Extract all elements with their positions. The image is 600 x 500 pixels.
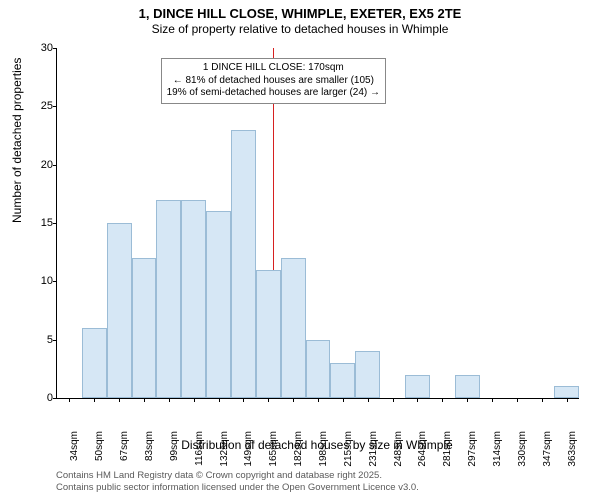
x-tick-mark — [393, 398, 394, 402]
x-tick-mark — [194, 398, 195, 402]
annotation-line: 19% of semi-detached houses are larger (… — [167, 87, 380, 100]
y-axis-label: Number of detached properties — [10, 58, 24, 223]
x-tick-mark — [243, 398, 244, 402]
x-tick-mark — [442, 398, 443, 402]
y-tick-label: 20 — [27, 159, 53, 171]
x-tick-mark — [318, 398, 319, 402]
histogram-bar — [281, 258, 306, 398]
x-tick-mark — [169, 398, 170, 402]
y-tick-label: 10 — [27, 275, 53, 287]
histogram-bar — [206, 211, 231, 398]
y-tick-mark — [53, 48, 57, 49]
chart-title-block: 1, DINCE HILL CLOSE, WHIMPLE, EXETER, EX… — [0, 0, 600, 37]
x-tick-mark — [94, 398, 95, 402]
histogram-bar — [82, 328, 107, 398]
histogram-bar — [181, 200, 206, 398]
y-tick-label: 25 — [27, 100, 53, 112]
histogram-bar — [256, 270, 281, 398]
y-tick-mark — [53, 398, 57, 399]
x-tick-mark — [467, 398, 468, 402]
x-tick-mark — [144, 398, 145, 402]
annotation-box: 1 DINCE HILL CLOSE: 170sqm ← 81% of deta… — [161, 58, 386, 104]
footer-line: Contains HM Land Registry data © Crown c… — [56, 470, 419, 482]
y-tick-mark — [53, 281, 57, 282]
x-tick-mark — [293, 398, 294, 402]
footer-line: Contains public sector information licen… — [56, 482, 419, 494]
x-tick-mark — [343, 398, 344, 402]
x-tick-mark — [368, 398, 369, 402]
annotation-line: 1 DINCE HILL CLOSE: 170sqm — [167, 62, 380, 75]
x-tick-mark — [219, 398, 220, 402]
x-tick-mark — [542, 398, 543, 402]
chart-title-line2: Size of property relative to detached ho… — [0, 22, 600, 37]
y-tick-label: 15 — [27, 217, 53, 229]
histogram-bar — [554, 386, 579, 398]
histogram-bar — [132, 258, 157, 398]
x-tick-mark — [417, 398, 418, 402]
x-tick-mark — [268, 398, 269, 402]
footer-credit: Contains HM Land Registry data © Crown c… — [56, 470, 419, 494]
histogram-bar — [405, 375, 430, 398]
y-tick-label: 5 — [27, 334, 53, 346]
x-tick-mark — [492, 398, 493, 402]
y-tick-label: 30 — [27, 42, 53, 54]
chart-container: 1, DINCE HILL CLOSE, WHIMPLE, EXETER, EX… — [0, 0, 600, 500]
histogram-bar — [231, 130, 256, 398]
x-tick-mark — [119, 398, 120, 402]
chart-title-line1: 1, DINCE HILL CLOSE, WHIMPLE, EXETER, EX… — [0, 6, 600, 22]
y-tick-mark — [53, 223, 57, 224]
y-tick-label: 0 — [27, 392, 53, 404]
y-tick-mark — [53, 106, 57, 107]
x-tick-mark — [517, 398, 518, 402]
y-tick-mark — [53, 340, 57, 341]
x-tick-mark — [69, 398, 70, 402]
plot-region: 1 DINCE HILL CLOSE: 170sqm ← 81% of deta… — [56, 48, 578, 398]
plot-area: 1 DINCE HILL CLOSE: 170sqm ← 81% of deta… — [56, 48, 579, 399]
histogram-bar — [355, 351, 380, 398]
x-tick-mark — [567, 398, 568, 402]
x-axis-label: Distribution of detached houses by size … — [56, 438, 578, 452]
histogram-bar — [306, 340, 331, 398]
annotation-line: ← 81% of detached houses are smaller (10… — [167, 75, 380, 88]
histogram-bar — [156, 200, 181, 398]
y-tick-mark — [53, 165, 57, 166]
histogram-bar — [107, 223, 132, 398]
histogram-bar — [330, 363, 355, 398]
histogram-bar — [455, 375, 480, 398]
